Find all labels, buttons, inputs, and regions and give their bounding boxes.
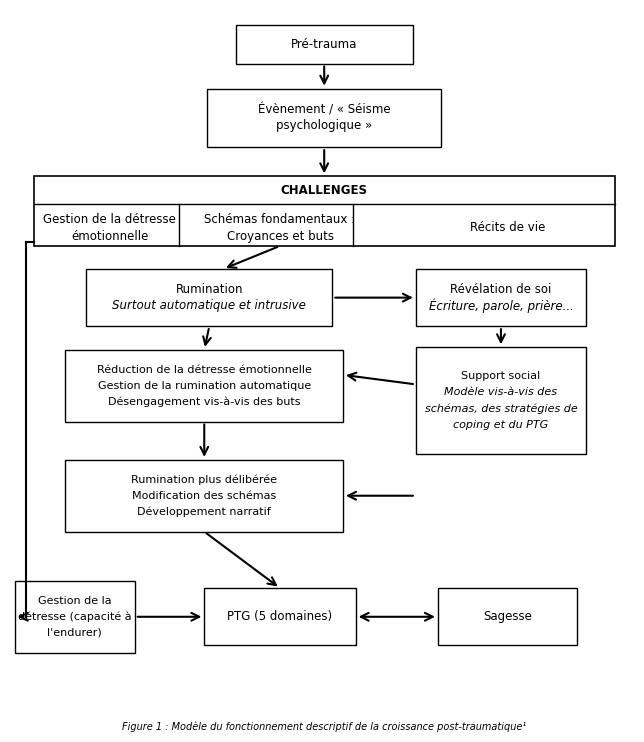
Text: Sagesse: Sagesse xyxy=(483,610,532,623)
Bar xyxy=(86,269,332,326)
Bar xyxy=(15,581,135,653)
Text: Désengagement vis-à-vis des buts: Désengagement vis-à-vis des buts xyxy=(108,396,301,407)
Text: Schémas fondamentaux :: Schémas fondamentaux : xyxy=(204,214,355,226)
Text: l'endurer): l'endurer) xyxy=(48,628,102,638)
Text: Surtout automatique et intrusive: Surtout automatique et intrusive xyxy=(112,299,307,312)
Text: PTG (5 domaines): PTG (5 domaines) xyxy=(227,610,332,623)
Text: Figure 1 : Modèle du fonctionnement descriptif de la croissance post-traumatique: Figure 1 : Modèle du fonctionnement desc… xyxy=(122,721,526,732)
Text: Pré-trauma: Pré-trauma xyxy=(291,38,357,51)
Bar xyxy=(236,25,413,64)
Text: Gestion de la: Gestion de la xyxy=(38,596,111,605)
Bar xyxy=(416,269,586,326)
Bar xyxy=(204,588,355,646)
Text: Réduction de la détresse émotionnelle: Réduction de la détresse émotionnelle xyxy=(97,364,312,375)
Text: Gestion de la rumination automatique: Gestion de la rumination automatique xyxy=(98,381,311,391)
Text: Modification des schémas: Modification des schémas xyxy=(132,490,276,501)
Text: CHALLENGES: CHALLENGES xyxy=(281,184,368,197)
Text: émotionnelle: émotionnelle xyxy=(71,229,148,243)
Bar xyxy=(66,460,343,532)
Text: Rumination plus délibérée: Rumination plus délibérée xyxy=(131,474,278,485)
Text: schémas, des stratégies de: schémas, des stratégies de xyxy=(424,403,577,414)
Text: Support social: Support social xyxy=(461,371,540,381)
Text: Récits de vie: Récits de vie xyxy=(469,221,545,234)
Text: Rumination: Rumination xyxy=(176,283,243,296)
Text: Modèle vis-à-vis des: Modèle vis-à-vis des xyxy=(444,387,558,397)
Text: Développement narratif: Développement narratif xyxy=(137,507,271,517)
Bar xyxy=(34,176,614,246)
Bar xyxy=(438,588,577,646)
Text: coping et du PTG: coping et du PTG xyxy=(453,419,549,430)
Bar xyxy=(416,347,586,453)
Text: Croyances et buts: Croyances et buts xyxy=(227,229,334,243)
Text: Évènement / « Séisme: Évènement / « Séisme xyxy=(258,103,390,116)
Text: psychologique »: psychologique » xyxy=(276,119,372,133)
Text: Écriture, parole, prière...: Écriture, parole, prière... xyxy=(428,298,573,313)
Bar xyxy=(66,349,343,421)
Text: Révélation de soi: Révélation de soi xyxy=(450,283,552,296)
Bar xyxy=(207,88,441,147)
Text: Gestion de la détresse: Gestion de la détresse xyxy=(43,214,176,226)
Text: détresse (capacité à: détresse (capacité à xyxy=(18,611,131,622)
